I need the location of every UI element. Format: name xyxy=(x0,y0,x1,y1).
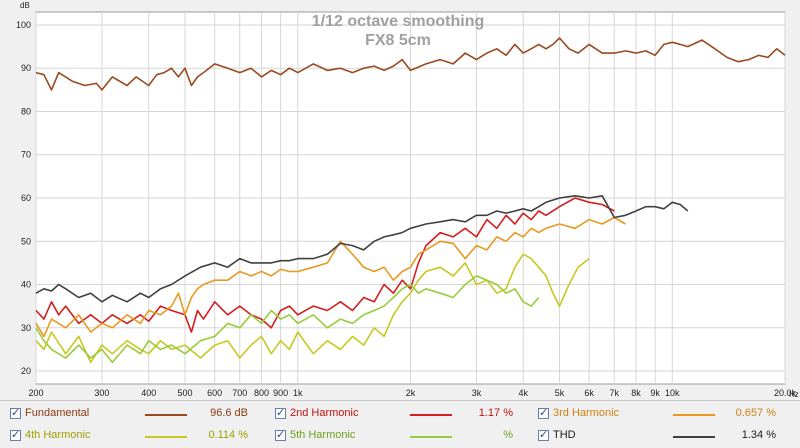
legend-swatch xyxy=(145,414,187,416)
legend-value: 1.34 % xyxy=(741,429,776,441)
legend-swatch xyxy=(410,436,452,438)
x-tick-label: 2k xyxy=(406,388,416,398)
x-tick-label: 1k xyxy=(293,388,303,398)
legend-value: 96.6 dB xyxy=(210,407,248,419)
legend-row: 4th Harmonic 0.114 % 5th Harmonic % THD … xyxy=(0,427,800,447)
x-unit-label: Hz xyxy=(789,390,799,399)
legend-item-5th-harmonic[interactable]: 5th Harmonic % xyxy=(275,427,541,447)
chart-title: 1/12 octave smoothing xyxy=(312,13,485,30)
legend-value: % xyxy=(503,429,513,441)
series-line-4th-harmonic xyxy=(35,253,590,364)
y-tick-label: 100 xyxy=(16,20,31,30)
x-tick-label: 700 xyxy=(232,388,247,398)
x-tick-label: 800 xyxy=(254,388,269,398)
legend-value: 0.657 % xyxy=(735,407,776,419)
legend-swatch xyxy=(145,436,187,438)
legend-swatch xyxy=(673,414,715,416)
legend-label: 3rd Harmonic xyxy=(553,407,620,419)
series-line-3rd-harmonic xyxy=(35,216,626,338)
legend-label: 2nd Harmonic xyxy=(290,407,359,419)
legend-swatch xyxy=(410,414,452,416)
series-line-5th-harmonic xyxy=(35,275,540,364)
x-tick-label: 9k xyxy=(650,388,660,398)
legend-item-thd[interactable]: THD 1.34 % xyxy=(538,427,800,447)
legend-row: Fundamental 96.6 dB 2nd Harmonic 1.17 % … xyxy=(0,405,800,425)
x-tick-label: 20.0k xyxy=(774,388,797,398)
y-tick-label: 60 xyxy=(21,193,31,203)
x-tick-label: 500 xyxy=(178,388,193,398)
x-tick-label: 5k xyxy=(555,388,565,398)
y-tick-label: 70 xyxy=(21,150,31,160)
x-tick-label: 7k xyxy=(609,388,619,398)
legend: Fundamental 96.6 dB 2nd Harmonic 1.17 % … xyxy=(0,400,800,448)
series-line-2nd-harmonic xyxy=(35,197,615,333)
legend-label: THD xyxy=(553,429,576,441)
x-tick-label: 8k xyxy=(631,388,641,398)
legend-value: 0.114 % xyxy=(208,429,248,441)
y-tick-label: 30 xyxy=(21,323,31,333)
x-tick-label: 900 xyxy=(273,388,288,398)
x-tick-label: 600 xyxy=(207,388,222,398)
x-tick-label: 3k xyxy=(472,388,482,398)
fundamental-checkbox[interactable] xyxy=(10,406,21,419)
4th-harmonic-checkbox[interactable] xyxy=(10,428,21,441)
legend-swatch xyxy=(673,436,715,438)
legend-value: 1.17 % xyxy=(478,407,513,419)
chart-subtitle: FX8 5cm xyxy=(365,32,431,49)
x-tick-label: 10k xyxy=(665,388,680,398)
2nd-harmonic-checkbox[interactable] xyxy=(275,406,286,419)
legend-item-4th-harmonic[interactable]: 4th Harmonic 0.114 % xyxy=(10,427,276,447)
legend-label: 4th Harmonic xyxy=(25,429,91,441)
3rd-harmonic-checkbox[interactable] xyxy=(538,406,549,419)
legend-label: Fundamental xyxy=(25,407,90,419)
legend-label: 5th Harmonic xyxy=(290,429,356,441)
frequency-response-chart: 200 300 400 500 600 700 800 900 1k 2k 3k 4k 5k 6k 7k 8k… xyxy=(15,1,799,399)
y-tick-label: 40 xyxy=(21,280,31,290)
chart-area: 200 300 400 500 600 700 800 900 1k 2k 3k 4k 5k 6k 7k 8k… xyxy=(15,1,799,399)
thd-checkbox[interactable] xyxy=(538,428,549,441)
y-unit-label: dB xyxy=(20,1,30,10)
series-line-fundamental xyxy=(35,37,786,91)
y-tick-label: 50 xyxy=(21,236,31,246)
series-line-thd xyxy=(35,195,689,303)
x-tick-label: 6k xyxy=(584,388,594,398)
legend-item-3rd-harmonic[interactable]: 3rd Harmonic 0.657 % xyxy=(538,405,800,425)
y-tick-label: 90 xyxy=(21,63,31,73)
legend-item-fundamental[interactable]: Fundamental 96.6 dB xyxy=(10,405,276,425)
x-tick-label: 300 xyxy=(94,388,109,398)
y-tick-label: 80 xyxy=(21,106,31,116)
x-tick-label: 4k xyxy=(518,388,528,398)
5th-harmonic-checkbox[interactable] xyxy=(275,428,286,441)
legend-item-2nd-harmonic[interactable]: 2nd Harmonic 1.17 % xyxy=(275,405,541,425)
y-tick-label: 20 xyxy=(21,366,31,376)
x-tick-label: 200 xyxy=(28,388,43,398)
x-tick-label: 400 xyxy=(141,388,156,398)
